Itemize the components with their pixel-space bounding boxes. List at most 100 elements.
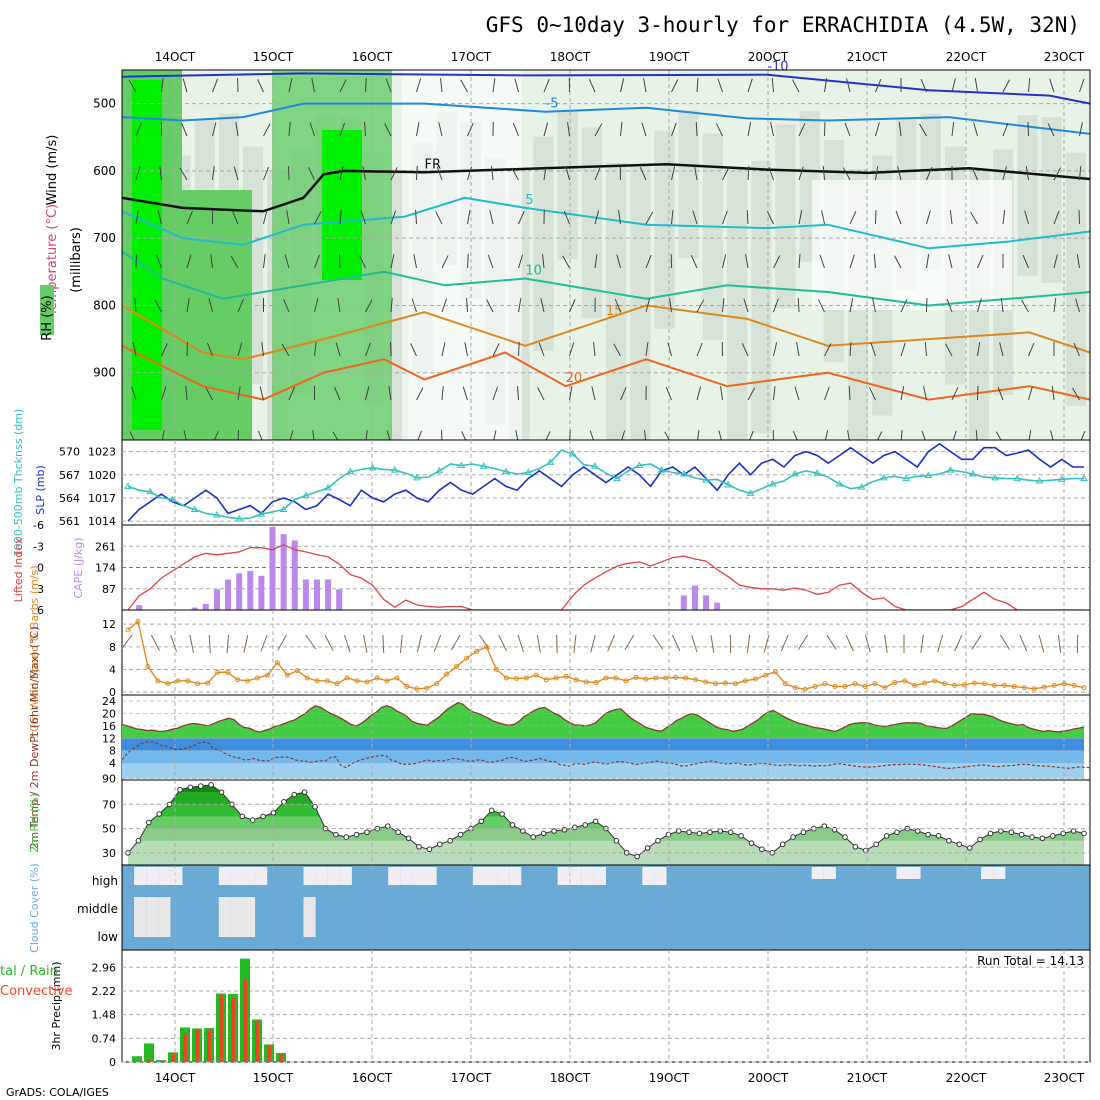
wind-point: [703, 679, 709, 685]
wind-barb: [517, 385, 519, 401]
surface-barb: [478, 634, 490, 650]
wind-barb: [207, 342, 213, 357]
surface-barb: [746, 634, 751, 653]
wind-barb: [365, 342, 371, 357]
wind-point: [474, 648, 480, 654]
precip-convective-bar: [147, 1058, 151, 1062]
rh-band: [557, 110, 578, 260]
wind-point: [235, 677, 241, 683]
wind-barb: [441, 298, 448, 313]
rh-point: [748, 840, 755, 846]
wind-barb: [1028, 342, 1035, 357]
wind-barb: [237, 386, 241, 401]
wind-barb: [671, 210, 674, 225]
precip-convective-bar: [267, 1046, 271, 1062]
wind-barb: [514, 78, 519, 93]
thickness-marker: [946, 466, 955, 473]
wind-barb: [237, 298, 244, 313]
cape-tick: 174: [95, 562, 116, 575]
precip-convective-bar: [231, 998, 235, 1062]
wind-point: [165, 681, 171, 687]
cape-bar: [291, 540, 298, 610]
wind-point: [802, 686, 808, 692]
precip-convective-bar: [171, 1053, 175, 1062]
wind-barb: [569, 386, 573, 401]
temp-axis-label: 2m Temp / 2m DewPt (6hr Min/Max) (°C): [28, 627, 41, 850]
cape-tick: 87: [102, 583, 116, 596]
wind-barb: [588, 79, 596, 93]
temp-tick: 24: [102, 695, 116, 708]
wind-barb: [185, 386, 188, 401]
thickness-marker: [857, 483, 866, 490]
wind-point: [1001, 682, 1007, 688]
wind-barb: [181, 122, 188, 137]
rh-point: [520, 828, 526, 834]
wind-barb: [263, 166, 269, 181]
wind-barb: [365, 299, 373, 313]
wind-barb: [849, 298, 854, 313]
wind-barb: [849, 341, 852, 357]
thickness-marker: [835, 480, 844, 487]
isotherm-line: [121, 162, 1091, 213]
wind-point: [1061, 681, 1067, 687]
wind-barb: [1028, 78, 1031, 93]
wind-point: [872, 681, 878, 687]
temperature-area: [122, 702, 1084, 739]
wind-barb: [875, 122, 880, 137]
wind-barb: [594, 254, 598, 269]
top-date-tick: 19OCT: [649, 50, 690, 64]
thickness-marker: [479, 462, 488, 469]
top-date-tick: 15OCT: [253, 50, 294, 64]
thickness-marker: [124, 482, 132, 489]
thickness-axis-label: 1000-500mb Thcknss (dm): [12, 409, 25, 557]
wind-barb: [919, 123, 927, 137]
wind-point: [374, 675, 380, 681]
precip-convective-bar: [279, 1054, 283, 1062]
wind-barb: [1002, 166, 1007, 181]
wind-barb: [1002, 210, 1006, 225]
surface-barb: [226, 634, 229, 653]
precip-convective-bar: [243, 978, 247, 1062]
bottom-date-tick: 16OCT: [352, 1071, 393, 1085]
wind-barb: [893, 255, 902, 269]
wind-point: [1041, 684, 1047, 690]
wind-barb: [134, 298, 137, 313]
surface-barb: [1000, 634, 1011, 651]
wind-barb: [773, 386, 776, 401]
wind-barb: [441, 386, 444, 401]
rh-point: [426, 846, 433, 853]
rh-point: [384, 823, 391, 829]
wind-barb: [436, 166, 443, 181]
bottom-date-tick: 23OCT: [1044, 1071, 1085, 1085]
clear-cell: [823, 867, 836, 879]
wind-barb: [618, 210, 621, 225]
wind-barb: [467, 253, 469, 269]
surface-barb: [671, 634, 681, 652]
wind-barb: [154, 299, 162, 313]
rh-point: [821, 823, 828, 829]
dewpoint-line: [121, 741, 1090, 769]
wind-barb: [135, 166, 141, 181]
rh2m-axis-label: 2m RH (%): [28, 793, 41, 853]
rh-point: [759, 846, 765, 853]
wind-barb: [951, 387, 959, 401]
wind-point: [1011, 684, 1017, 689]
clear-cell: [158, 867, 171, 885]
wind-barb: [824, 386, 830, 401]
wind-barb: [212, 78, 218, 93]
thickness-marker: [368, 463, 377, 471]
thickness-marker: [279, 505, 288, 513]
thickness-marker: [435, 466, 444, 474]
wind-barb: [949, 210, 953, 225]
thickness-marker: [924, 471, 933, 479]
wind-point: [503, 675, 509, 681]
thickness-marker: [146, 487, 155, 495]
thickness-marker: [635, 461, 644, 468]
wind-barb: [537, 387, 545, 401]
wind-barb: [441, 255, 449, 269]
pressure-tick: 700: [93, 231, 116, 245]
wind-barb: [259, 386, 264, 401]
rh-point: [987, 830, 994, 837]
wind-barb: [364, 121, 366, 137]
bottom-date-tick: 20OCT: [748, 1071, 789, 1085]
